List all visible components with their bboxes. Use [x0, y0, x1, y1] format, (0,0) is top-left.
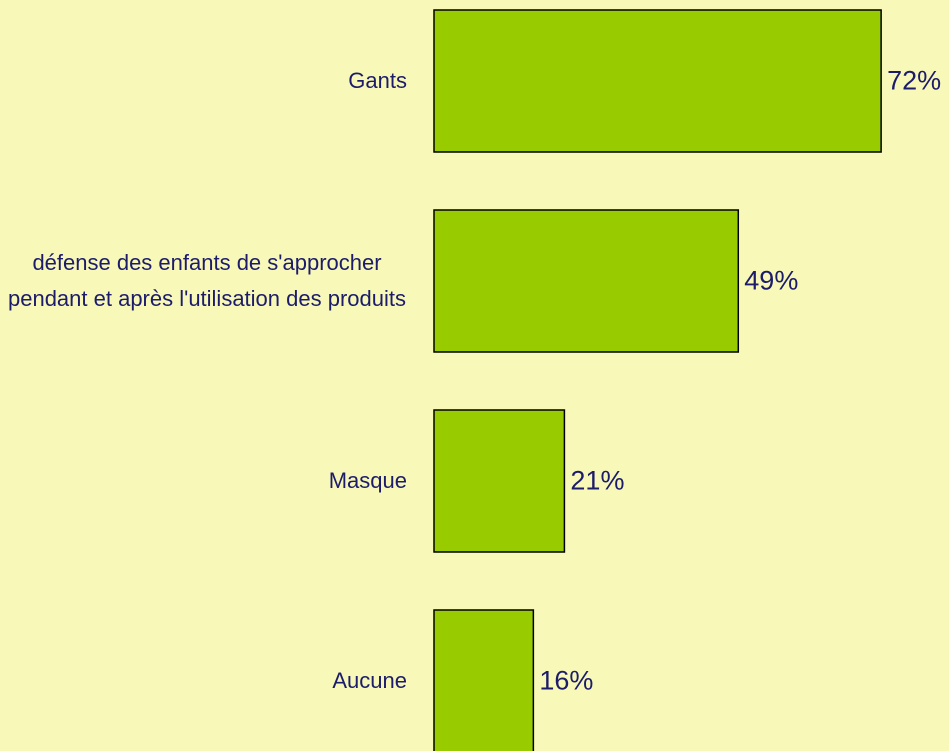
value-label: 49% — [744, 265, 799, 296]
value-label: 72% — [887, 65, 942, 96]
category-label: défense des enfants de s'approcher penda… — [7, 245, 407, 317]
category-text: Aucune — [332, 668, 407, 693]
category-text: défense des enfants de s'approcher penda… — [7, 250, 406, 311]
bar — [433, 209, 740, 353]
bar — [433, 609, 535, 751]
category-label: Aucune — [332, 663, 407, 699]
category-text: Masque — [328, 468, 407, 493]
value-label: 16% — [539, 665, 594, 696]
bar — [433, 409, 566, 553]
bar — [433, 9, 882, 153]
category-label: Masque — [329, 463, 407, 499]
category-label: Gants — [348, 63, 407, 99]
value-label: 21% — [570, 465, 625, 496]
category-text: Gants — [348, 68, 407, 93]
